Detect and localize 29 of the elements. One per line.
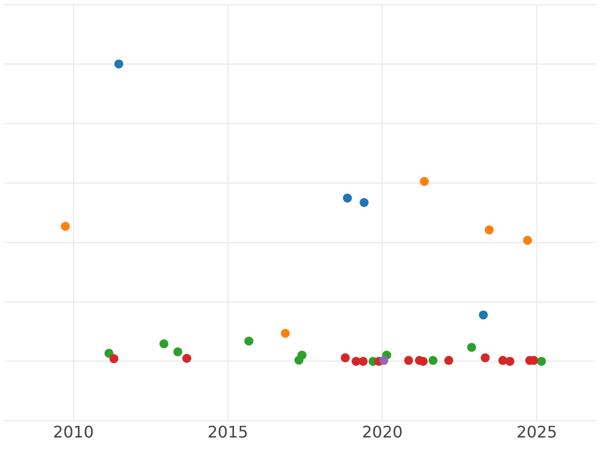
point <box>340 353 350 362</box>
point <box>484 225 494 234</box>
x-tick-label: 2020 <box>362 422 403 442</box>
point <box>159 339 168 348</box>
point <box>280 328 290 338</box>
point <box>298 350 307 360</box>
x-tick-label: 2010 <box>53 422 94 442</box>
point <box>428 356 438 365</box>
point <box>244 336 254 346</box>
point <box>114 59 124 68</box>
point <box>379 356 388 365</box>
point <box>478 310 488 320</box>
point <box>480 353 490 362</box>
point <box>523 236 532 245</box>
point <box>60 222 70 231</box>
point <box>342 194 352 203</box>
point <box>505 356 514 366</box>
point <box>358 356 368 366</box>
point <box>467 342 476 352</box>
x-tick-label: 2015 <box>208 422 248 442</box>
x-tick-label: 2025 <box>516 422 558 442</box>
point <box>420 176 429 186</box>
point <box>360 198 369 208</box>
point <box>109 354 118 364</box>
point <box>536 356 546 366</box>
point <box>173 347 182 356</box>
point <box>444 356 454 365</box>
point <box>182 354 192 363</box>
point <box>404 356 414 365</box>
